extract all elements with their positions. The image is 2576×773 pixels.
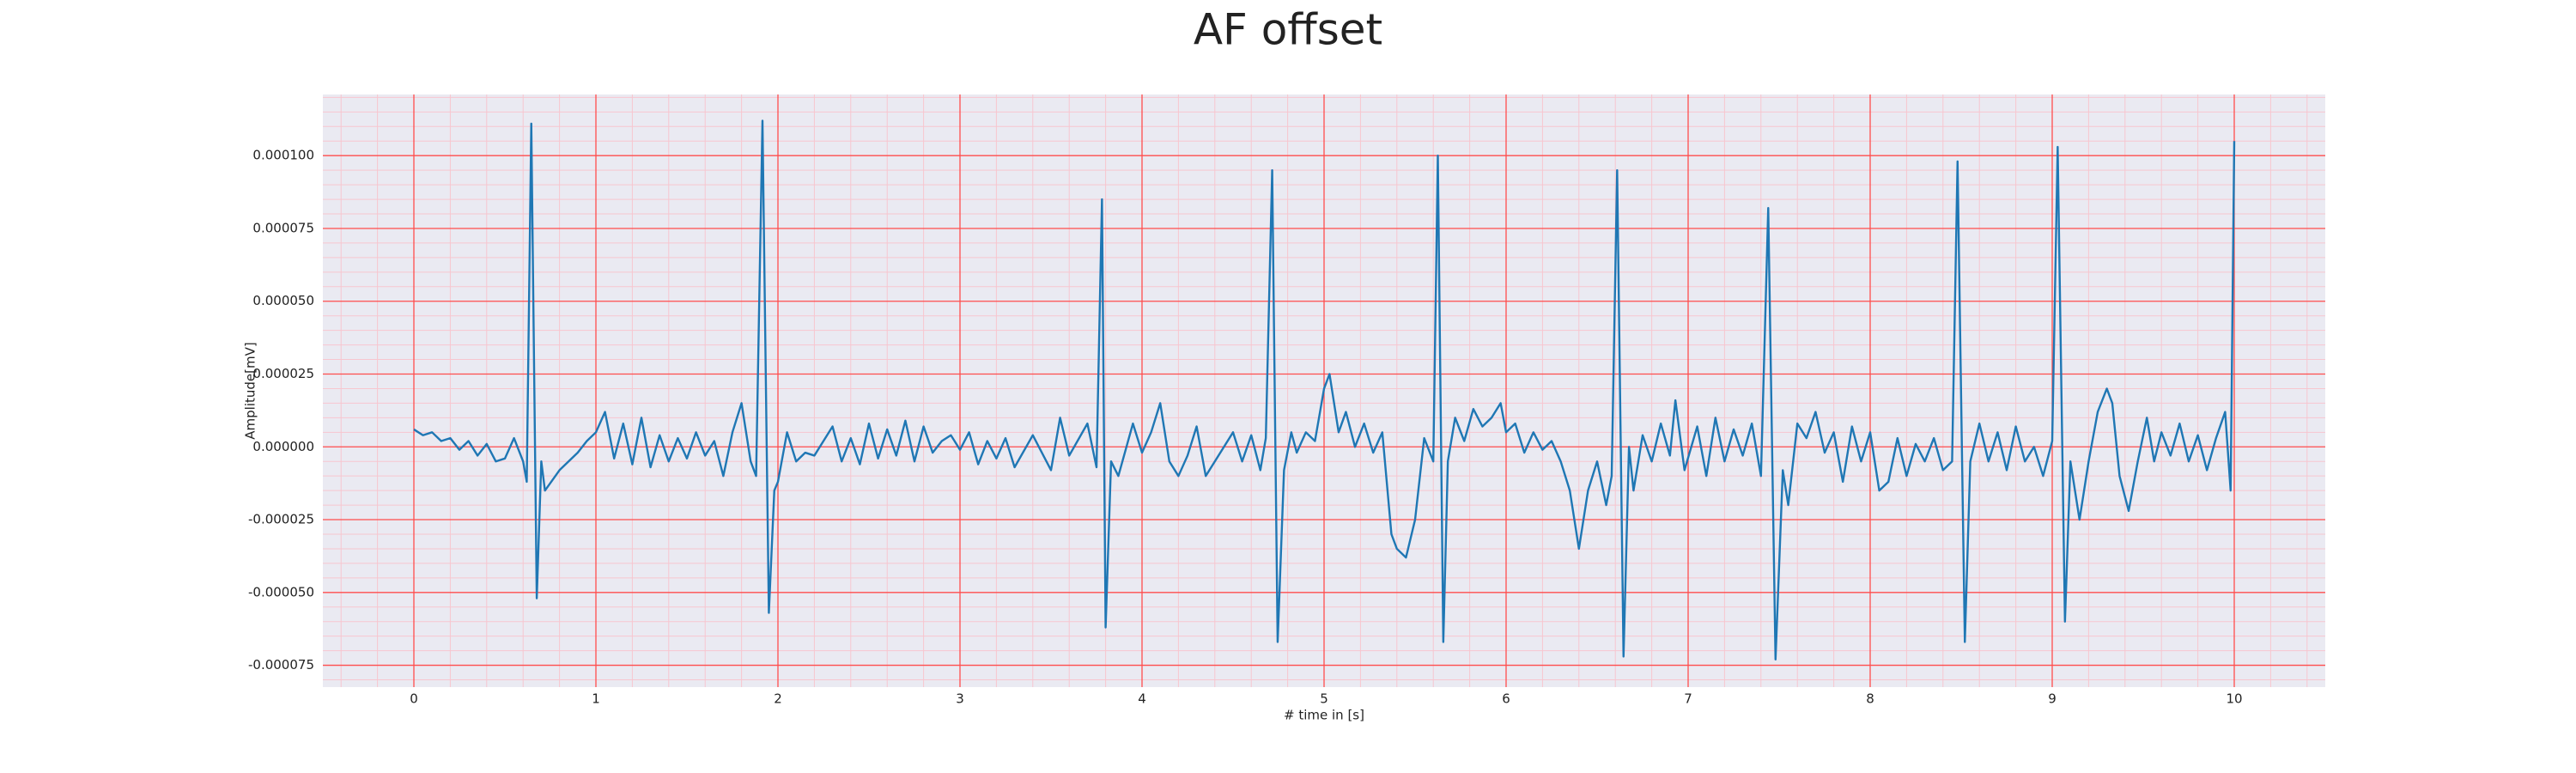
x-tick-label: 5 <box>1320 691 1328 707</box>
y-tick-label: 0.000000 <box>252 439 314 454</box>
x-tick-label: 9 <box>2048 691 2057 707</box>
x-tick-label: 4 <box>1138 691 1146 707</box>
x-tick-label: 0 <box>410 691 418 707</box>
x-tick-label: 6 <box>1502 691 1510 707</box>
x-tick-label: 3 <box>956 691 964 707</box>
x-tick-label: 8 <box>1866 691 1874 707</box>
x-tick-label: 10 <box>2226 691 2242 707</box>
y-tick-label: 0.000050 <box>252 293 314 308</box>
x-tick-label: 1 <box>592 691 600 707</box>
y-axis-label: Amplitude[mV] <box>243 342 258 439</box>
y-tick-label: -0.000075 <box>248 657 314 673</box>
y-tick-label: -0.000050 <box>248 584 314 600</box>
chart-title: AF offset <box>1194 5 1382 55</box>
x-tick-label: 2 <box>774 691 782 707</box>
signal-line <box>413 119 2236 660</box>
y-tick-label: 0.000025 <box>252 366 314 381</box>
y-tick-label: -0.000025 <box>248 512 314 527</box>
y-tick-label: 0.000075 <box>252 220 314 235</box>
x-axis-label: # time in [s] <box>1284 708 1364 723</box>
x-tick-label: 7 <box>1684 691 1692 707</box>
y-tick-label: 0.000100 <box>252 148 314 163</box>
